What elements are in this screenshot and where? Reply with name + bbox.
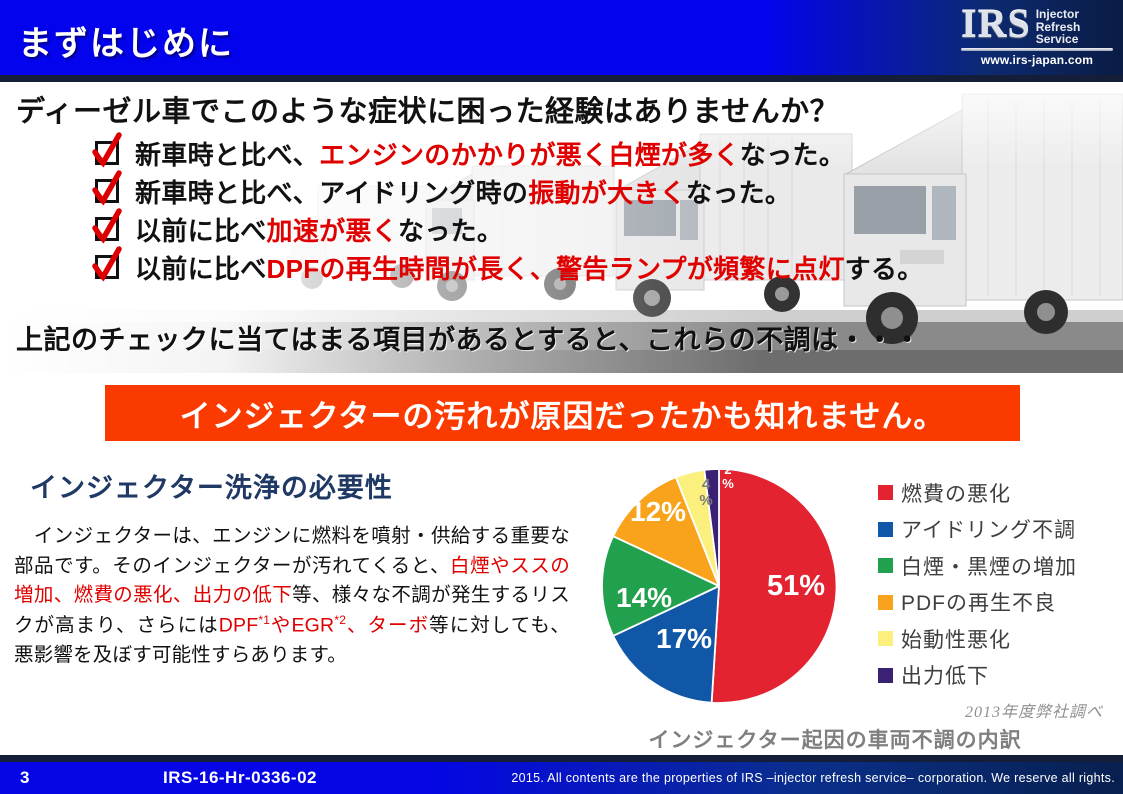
check-item-text: 新車時と比べ、アイドリング時の振動が大きくなった。 — [135, 177, 792, 208]
logo-line: Service — [1035, 32, 1079, 47]
legend-label: 燃費の悪化 — [901, 482, 1011, 506]
legend-item-1: アイドリング不調 — [878, 518, 1077, 542]
logo-acronym: IRS — [961, 1, 1031, 46]
pie-slice-3 — [612, 476, 720, 587]
pie-label-5: 2 % — [722, 462, 734, 491]
banner-text: インジェクターの汚れが原因だったかも知れません。 — [179, 398, 946, 434]
page-title: まずはじめに — [18, 25, 234, 63]
pie-chart: 51% 17% 14% 12% 4 % 2 % — [584, 451, 854, 721]
page-number: 3 — [20, 768, 30, 787]
legend-swatch-icon — [878, 485, 893, 500]
legend-label: 白煙・黒煙の増加 — [901, 555, 1077, 579]
legend-swatch-icon — [878, 521, 893, 537]
check-tick-icon — [92, 132, 122, 168]
pie-slice-5 — [703, 468, 720, 587]
legend-item-2: 白煙・黒煙の増加 — [878, 554, 1077, 579]
check-item-3: 以前に比べ加速が悪くなった。 — [92, 208, 924, 248]
irs-logo: IRS Injector Refresh Service www.irs-jap… — [961, 1, 1113, 69]
conclusion-lead: 上記のチェックに当てはまる項目があるとすると、これらの不調は・・・ — [16, 325, 922, 355]
legend-swatch-icon — [878, 631, 893, 646]
legend-swatch-icon — [878, 594, 893, 610]
check-item-4: 以前に比べDPFの再生時間が長く、警告ランプが頻繁に点灯する。 — [92, 246, 924, 286]
copyright-text: 2015. All contents are the properties of… — [511, 771, 1115, 785]
checkbox-icon — [92, 170, 122, 206]
hero-section: ディーゼル車でこのような症状に困った経験はありませんか？ 新車時と比べ、エンジン… — [0, 82, 1123, 373]
section-paragraph: インジェクターは、エンジンに燃料を噴射・供給する重要な部品です。そのインジェクタ… — [14, 525, 570, 666]
check-item-text: 新車時と比べ、エンジンのかかりが悪く白煙が多くなった。 — [135, 139, 846, 170]
hero-question: ディーゼル車でこのような症状に困った経験はありませんか？ — [16, 96, 840, 128]
pie-slice-0 — [710, 468, 838, 704]
check-tick-icon — [92, 246, 122, 282]
symptom-checklist: 新車時と比べ、エンジンのかかりが悪く白煙が多くなった。 新車時と比べ、アイドリン… — [92, 132, 924, 286]
photo-fade-overlay — [0, 82, 1123, 373]
pie-label-4: 4 % — [699, 476, 713, 509]
check-item-text: 以前に比べ加速が悪くなった。 — [135, 215, 504, 246]
checkbox-icon — [92, 132, 122, 168]
section-title: インジェクター洗浄の必要性 — [30, 473, 393, 503]
header-separator — [0, 75, 1123, 82]
legend-item-4: 始動性悪化 — [878, 627, 1077, 652]
checkbox-icon — [92, 208, 122, 244]
checkbox-icon — [92, 246, 122, 282]
logo-line: Injector — [1035, 7, 1080, 21]
check-item-1: 新車時と比べ、エンジンのかかりが悪く白煙が多くなった。 — [92, 132, 924, 172]
legend-label: PDFの再生不良 — [901, 592, 1056, 615]
legend-item-3: PDFの再生不良 — [878, 591, 1077, 615]
legend-item-5: 出力低下 — [878, 664, 1077, 688]
document-code: IRS-16-Hr-0336-02 — [162, 768, 317, 787]
check-tick-icon — [92, 170, 122, 206]
pie-slice-2 — [601, 535, 720, 637]
pie-label-2: 14% — [616, 582, 673, 613]
footer-bar — [0, 762, 1123, 794]
header-bar: まずはじめに IRS Injector Refresh Service www.… — [0, 0, 1123, 75]
footer-separator — [0, 755, 1123, 762]
pie-label-3: 12% — [630, 496, 687, 527]
check-item-2: 新車時と比べ、アイドリング時の振動が大きくなった。 — [92, 170, 924, 210]
legend-item-0: 燃費の悪化 — [878, 481, 1077, 506]
logo-wordmark: Injector Refresh Service — [1036, 8, 1081, 46]
chart-legend: 燃費の悪化アイドリング不調 白煙・黒煙の増加 PDFの再生不良 始動性悪化出力低下 — [878, 481, 1077, 700]
check-tick-icon — [92, 208, 122, 244]
pie-svg — [601, 468, 838, 704]
cause-banner: インジェクターの汚れが原因だったかも知れません。 — [105, 385, 1020, 441]
pie-label-0: 51% — [767, 570, 826, 602]
pie-label-1: 17% — [656, 623, 713, 654]
pie-slice-1 — [612, 585, 720, 704]
legend-swatch-icon — [878, 667, 893, 683]
logo-divider — [961, 47, 1113, 51]
check-item-text: 以前に比べDPFの再生時間が長く、警告ランプが頻繁に点灯する。 — [135, 253, 924, 284]
logo-url: www.irs-japan.com — [980, 52, 1094, 67]
logo-line: Refresh — [1035, 19, 1081, 34]
chart-source-note: 2013年度弊社調べ — [964, 704, 1103, 721]
legend-label: 始動性悪化 — [901, 628, 1011, 652]
legend-label: 出力低下 — [901, 665, 989, 688]
chart-caption: インジェクター起因の車両不調の内訳 — [648, 729, 1022, 752]
legend-label: アイドリング不調 — [901, 519, 1076, 542]
legend-swatch-icon — [878, 558, 893, 573]
